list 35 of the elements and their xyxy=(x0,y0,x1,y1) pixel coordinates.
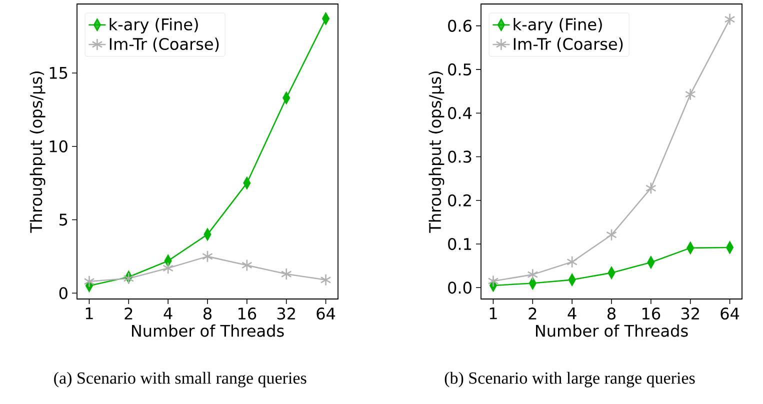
y-tick-label: 0.0 xyxy=(448,282,472,294)
x-tick-label: 32 xyxy=(681,308,699,320)
x-axis-title: Number of Threads xyxy=(536,324,688,337)
legend-label: Im-Tr (Coarse) xyxy=(514,38,623,52)
y-tick-label: 0 xyxy=(59,287,68,300)
text: (b) Scenario with large range queries xyxy=(444,372,695,388)
y-tick-label: 0.2 xyxy=(448,194,471,206)
x-tick-label: 8 xyxy=(204,308,212,320)
text: (a) Scenario with small range queries xyxy=(54,372,306,388)
x-tick-label: 1 xyxy=(490,308,497,320)
x-tick-label: 2 xyxy=(528,308,536,320)
x-tick-label: 32 xyxy=(277,308,295,320)
x-axis-title: Number of Threads xyxy=(132,324,284,337)
x-tick-label: 4 xyxy=(164,308,172,320)
x-tick-label: 8 xyxy=(608,308,616,320)
legend-label: Im-Tr (Coarse) xyxy=(110,38,219,52)
y-tick-label: 5 xyxy=(60,214,68,226)
x-tick-label: 2 xyxy=(124,308,132,320)
y-tick-label: 0.5 xyxy=(448,63,472,76)
x-tick-label: 64 xyxy=(720,308,740,320)
x-tick-label: 64 xyxy=(316,308,336,320)
y-axis-title: Throughput (ops/μs) xyxy=(428,72,444,233)
y-tick-label: 0.4 xyxy=(448,107,472,120)
x-tick-label: 1 xyxy=(86,308,93,320)
y-tick-label: 0.1 xyxy=(448,238,472,250)
x-tick-label: 16 xyxy=(238,308,256,320)
y-tick-label: 0.3 xyxy=(448,150,472,163)
x-tick-label: 16 xyxy=(642,308,660,320)
legend-label: k-ary (Fine) xyxy=(110,18,198,34)
y-tick-label: 15 xyxy=(50,67,68,79)
x-tick-label: 4 xyxy=(568,308,576,320)
y-tick-label: 10 xyxy=(50,140,68,152)
y-axis-title: Throughput (ops/μs) xyxy=(30,72,46,233)
legend-label: k-ary (Fine) xyxy=(514,18,602,34)
y-tick-label: 0.6 xyxy=(448,20,472,32)
